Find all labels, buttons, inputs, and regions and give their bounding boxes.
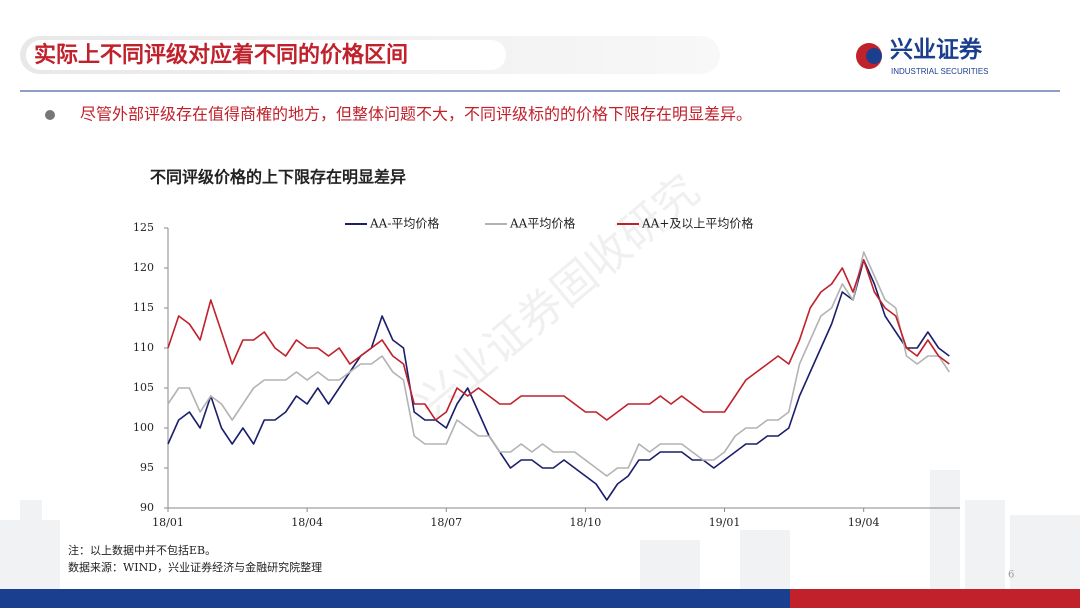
x-tick-label: 19/04: [848, 516, 880, 529]
legend-label: AA-平均价格: [369, 216, 439, 231]
y-tick-label: 100: [133, 421, 154, 434]
x-tick-label: 18/04: [291, 516, 323, 529]
footer-red: [790, 589, 1080, 608]
series-line: [167, 259, 950, 421]
skyline: [0, 470, 1080, 590]
x-tick-label: 18/01: [152, 516, 184, 529]
footer-blue: [0, 589, 790, 608]
bullet-dot: [45, 110, 55, 120]
y-tick-label: 125: [133, 221, 154, 234]
watermark: 兴业证券固收研究: [407, 165, 709, 430]
y-tick-label: 110: [133, 341, 154, 354]
y-tick-label: 90: [140, 501, 154, 514]
y-tick-label: 95: [140, 461, 154, 474]
legend-label: AA平均价格: [509, 216, 575, 231]
page-number: 6: [1008, 570, 1014, 581]
x-tick-label: 18/10: [570, 516, 602, 529]
y-tick-label: 105: [133, 381, 154, 394]
x-tick-label: 18/07: [430, 516, 462, 529]
note: 数据来源：WIND，兴业证券经济与金融研究院整理: [68, 560, 322, 574]
legend-label: AA+及以上平均价格: [641, 216, 753, 231]
note: 注：以上数据中并不包括EB。: [68, 543, 216, 557]
header-inner: [26, 40, 506, 70]
logo-name: 兴业证券: [890, 36, 983, 63]
y-tick-label: 115: [133, 301, 154, 314]
y-tick-label: 120: [133, 261, 154, 274]
x-tick-label: 19/01: [709, 516, 741, 529]
chart-title: 不同评级价格的上下限存在明显差异: [150, 168, 406, 187]
logo-subtitle: INDUSTRIAL SECURITIES: [891, 67, 989, 76]
slide-title: 实际上不同评级对应着不同的价格区间: [34, 42, 408, 68]
series-line: [167, 259, 950, 501]
logo-icon-inner: [866, 48, 882, 64]
series-line: [167, 251, 950, 477]
bullet-text: 尽管外部评级存在值得商榷的地方，但整体问题不大，不同评级标的的价格下限存在明显差…: [80, 105, 752, 124]
